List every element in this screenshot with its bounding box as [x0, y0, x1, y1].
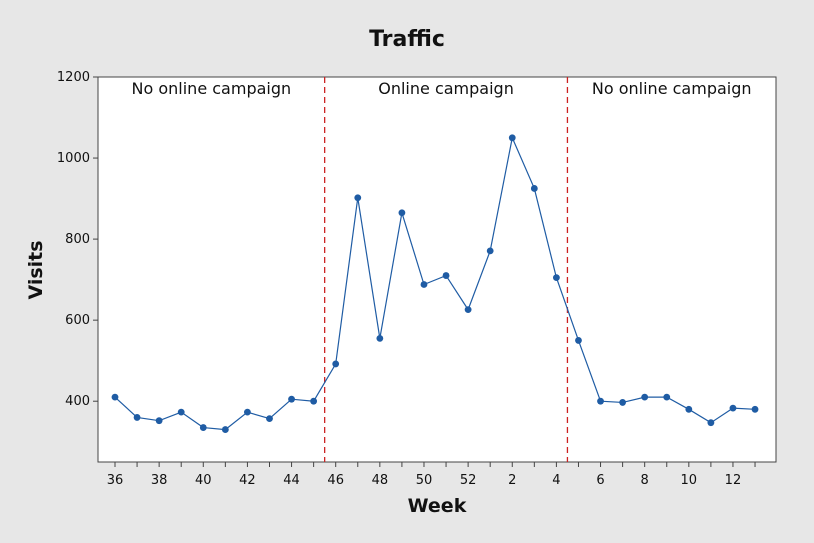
data-point — [221, 426, 229, 433]
x-tick-label: 44 — [283, 473, 300, 488]
data-point — [244, 408, 251, 416]
x-tick-label: 8 — [641, 473, 649, 488]
region-label: No online campaign — [592, 79, 752, 98]
data-point — [751, 405, 759, 413]
x-tick-label: 38 — [151, 473, 168, 488]
x-tick-label: 52 — [460, 473, 477, 488]
data-point — [663, 393, 671, 401]
x-axis: 36 38 40 42 44 46 48 50 52 2 4 6 8 10 12 — [107, 462, 756, 488]
x-tick-label: 40 — [195, 473, 212, 488]
data-point — [530, 185, 538, 192]
data-point — [641, 393, 649, 401]
x-axis-label: Week — [408, 495, 467, 517]
x-tick-label: 36 — [107, 473, 124, 488]
data-point — [288, 395, 295, 403]
data-point — [575, 337, 582, 344]
data-point — [685, 405, 693, 413]
data-point — [376, 334, 384, 342]
data-point — [398, 209, 406, 217]
data-point — [310, 397, 318, 405]
data-point — [619, 399, 627, 406]
x-tick-label: 4 — [552, 473, 560, 488]
data-point — [508, 134, 516, 142]
y-tick-label: 1000 — [57, 151, 90, 166]
data-point — [111, 393, 119, 401]
data-point — [597, 397, 604, 405]
x-tick-label: 42 — [239, 473, 256, 488]
y-tick-label: 400 — [65, 394, 90, 409]
data-point — [155, 417, 163, 425]
y-tick-label: 600 — [65, 313, 90, 328]
series-line — [114, 135, 756, 431]
data-point — [354, 194, 362, 202]
data-point — [553, 274, 560, 282]
data-point — [486, 247, 494, 255]
data-point — [442, 272, 450, 279]
data-point — [199, 424, 207, 431]
y-axis: 400 600 800 1000 1200 — [57, 70, 98, 409]
data-point — [266, 415, 273, 423]
data-point — [332, 360, 340, 368]
x-tick-label: 2 — [508, 473, 516, 488]
data-point — [729, 404, 737, 412]
reference-lines — [324, 77, 569, 462]
series-layer — [111, 134, 759, 433]
x-tick-label: 12 — [725, 473, 742, 488]
region-label: No online campaign — [132, 79, 292, 98]
x-tick-label: 46 — [327, 473, 344, 488]
region-label: Online campaign — [378, 79, 514, 98]
x-tick-label: 48 — [372, 473, 389, 488]
data-point — [464, 306, 472, 314]
x-tick-label: 6 — [596, 473, 604, 488]
y-tick-label: 1200 — [57, 70, 90, 85]
plot-area — [97, 76, 777, 463]
data-point — [420, 281, 428, 288]
x-tick-label: 10 — [681, 473, 698, 488]
data-point — [133, 414, 141, 421]
region-labels: No online campaign Online campaign No onli… — [132, 79, 752, 98]
data-point — [707, 419, 715, 427]
x-tick-label: 50 — [416, 473, 433, 488]
data-point — [177, 408, 185, 416]
y-axis-label: Visits — [25, 240, 47, 299]
y-tick-label: 800 — [65, 232, 90, 247]
chart-title: Traffic — [369, 27, 445, 52]
